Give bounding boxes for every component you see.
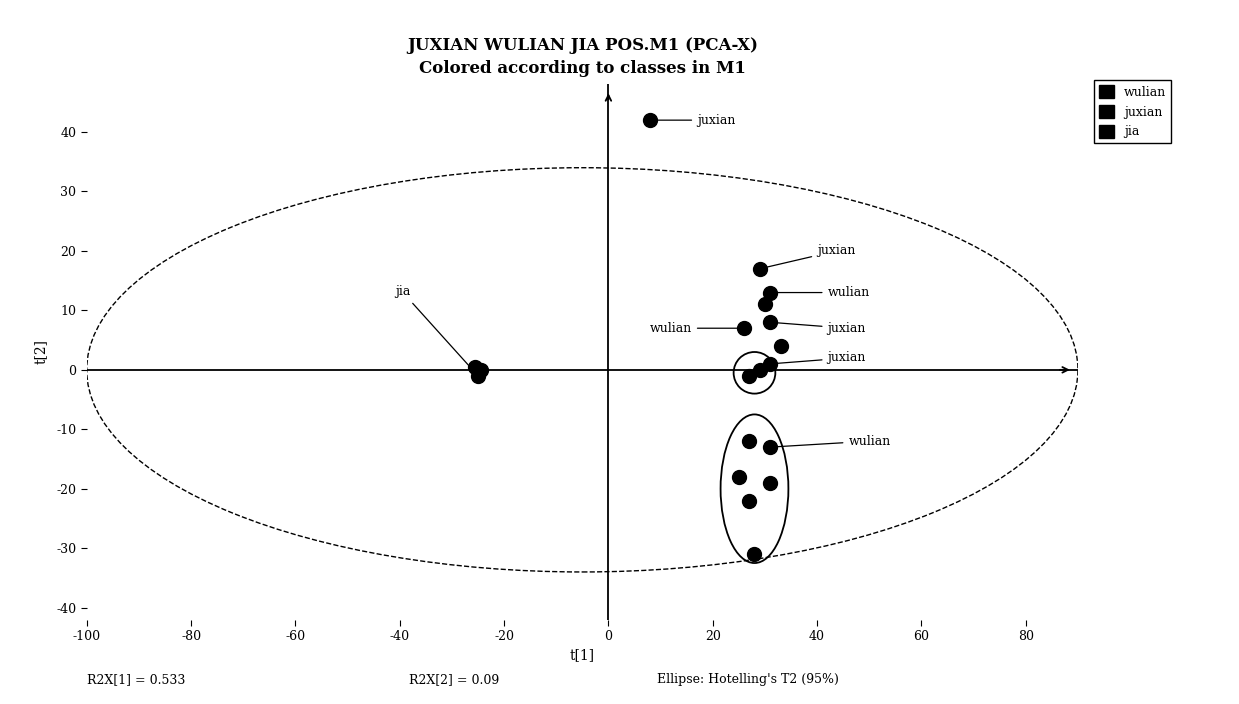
Y-axis label: t[2]: t[2] [33,339,48,365]
Point [755,298,774,310]
Point [735,322,755,334]
Point [740,370,760,382]
Legend: wulian, juxian, jia: wulian, juxian, jia [1094,80,1171,144]
Text: R2X[2] = 0.09: R2X[2] = 0.09 [409,673,499,686]
Point [468,370,488,382]
Text: jia: jia [395,286,476,374]
Point [740,436,760,447]
Text: Ellipse: Hotelling's T2 (95%): Ellipse: Hotelling's T2 (95%) [657,673,839,686]
Point [761,358,781,370]
Point [750,263,769,275]
X-axis label: t[1]: t[1] [570,648,595,662]
Point [761,441,781,453]
Point [761,477,781,489]
Text: juxian: juxian [653,113,736,127]
Point [471,364,491,375]
Text: juxian: juxian [762,244,855,268]
Point [729,471,748,482]
Point [745,548,764,560]
Text: wulian: wulian [649,322,741,334]
Point [761,317,781,328]
Point [750,364,769,375]
Text: wulian: wulian [773,286,870,299]
Text: R2X[1] = 0.533: R2X[1] = 0.533 [87,673,185,686]
Point [641,115,660,126]
Text: juxian: juxian [773,351,866,365]
Text: juxian: juxian [773,322,866,334]
Point [740,495,760,506]
Point [771,341,790,352]
Title: JUXIAN WULIAN JIA POS.M1 (PCA-X)
Colored according to classes in M1: JUXIAN WULIAN JIA POS.M1 (PCA-X) Colored… [406,37,758,77]
Point [761,287,781,298]
Point [466,361,486,372]
Text: wulian: wulian [773,434,891,448]
